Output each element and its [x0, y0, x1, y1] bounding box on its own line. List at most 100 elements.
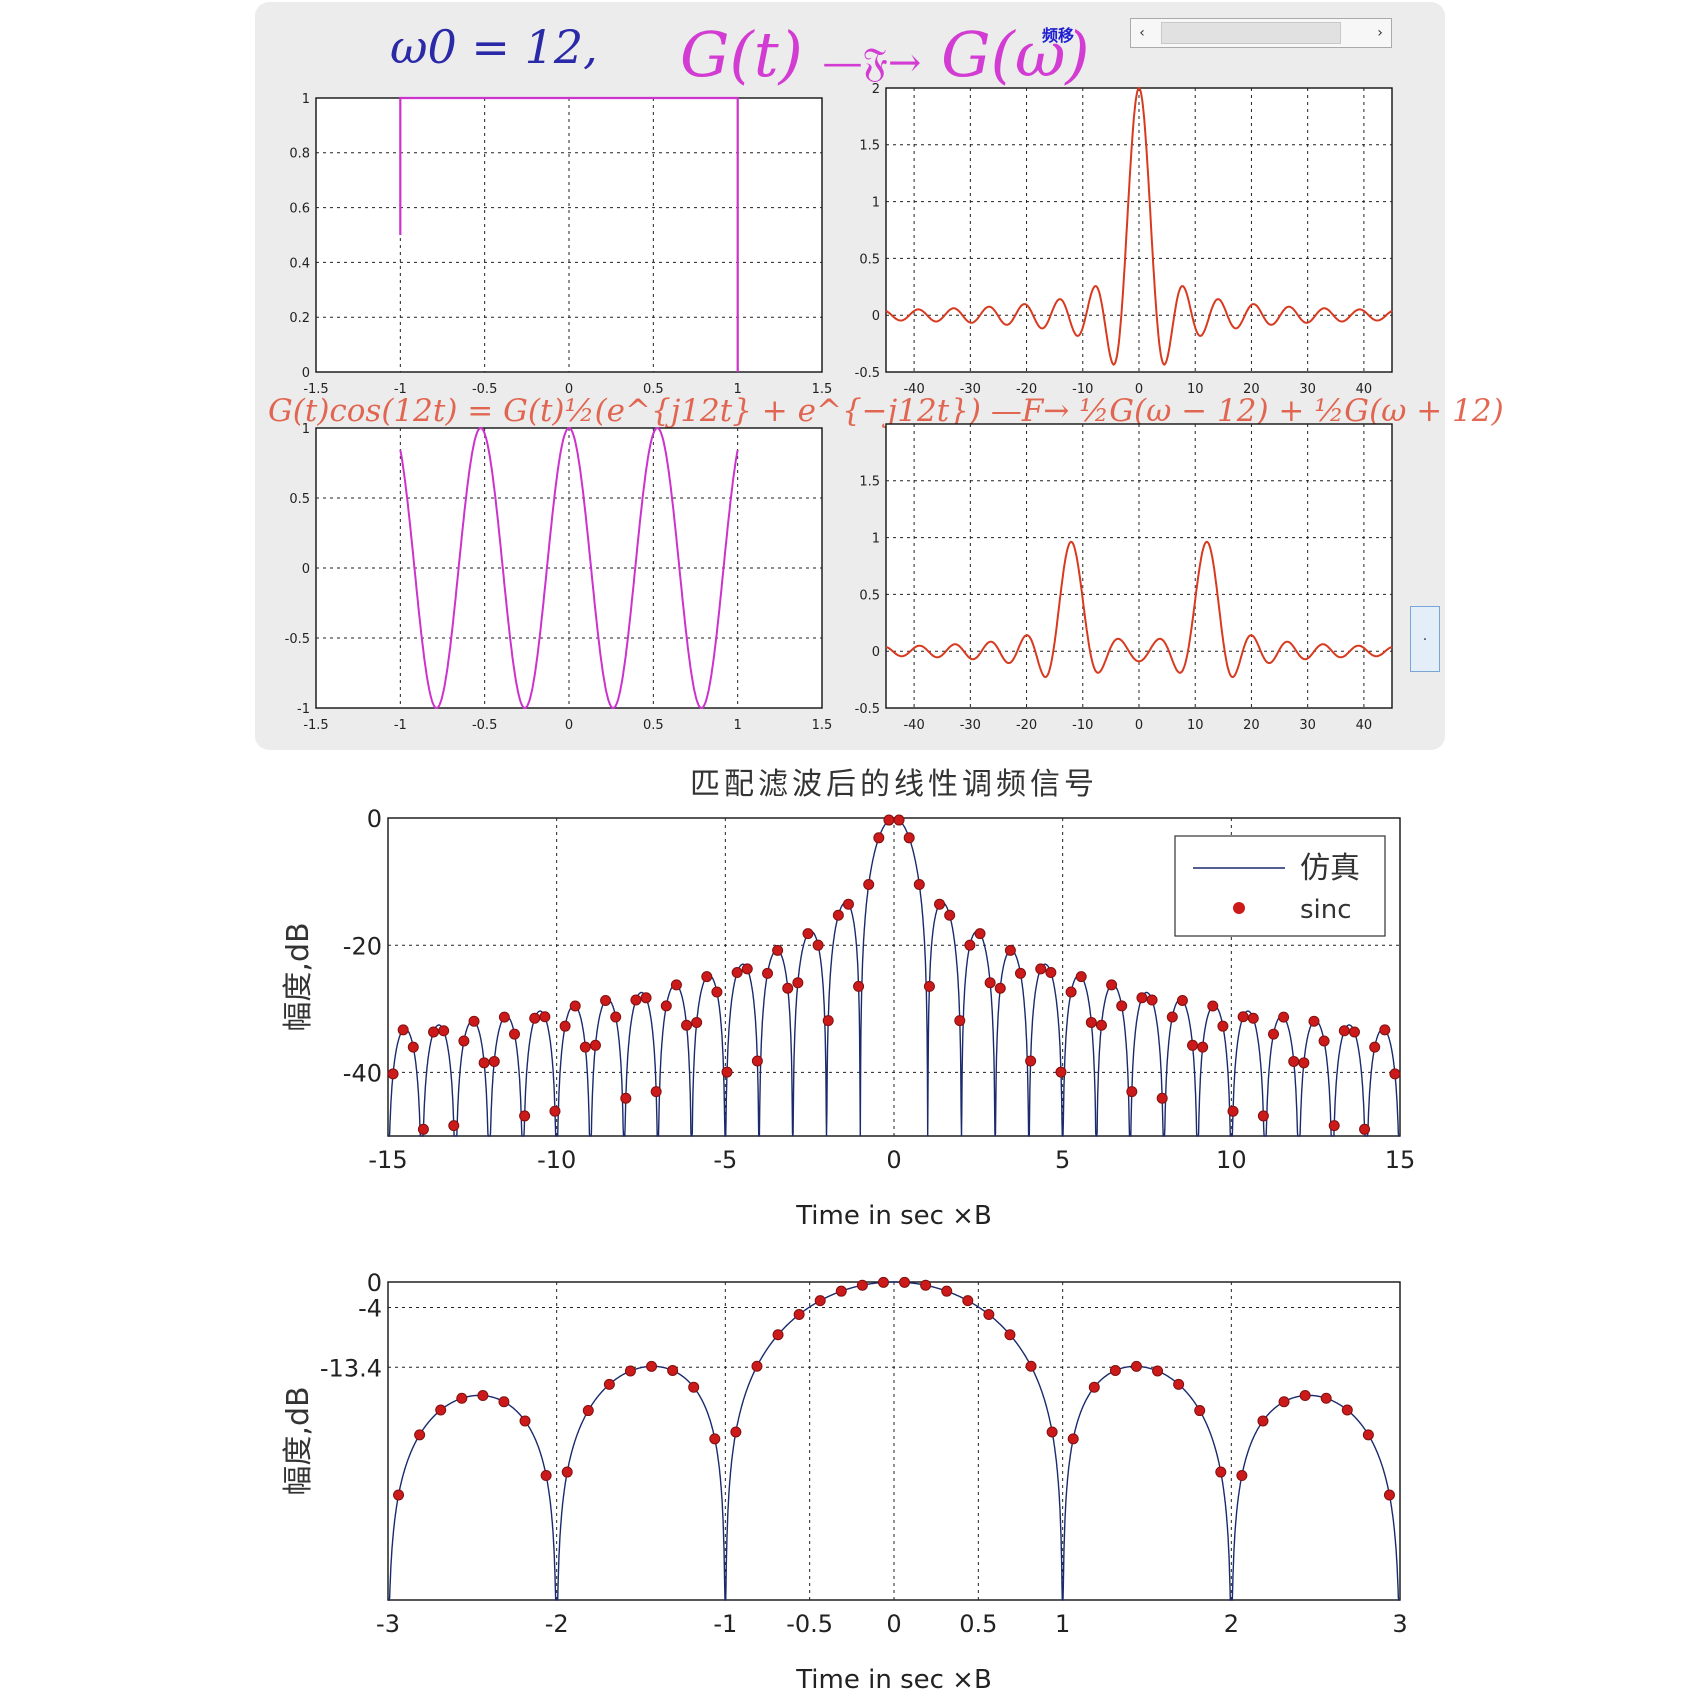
- data-point: [569, 1000, 581, 1012]
- slider-left-arrow[interactable]: ‹: [1139, 25, 1145, 41]
- slider-control[interactable]: ‹ ›: [1130, 18, 1392, 48]
- x-tick-label: 0: [886, 1146, 901, 1174]
- data-point: [1116, 1000, 1128, 1012]
- data-point: [863, 878, 875, 890]
- slider-thumb[interactable]: [1161, 22, 1341, 44]
- data-point: [579, 1041, 591, 1053]
- x-tick-label: 0: [886, 1610, 901, 1638]
- data-point: [610, 1011, 622, 1023]
- data-point: [954, 1015, 966, 1027]
- y-tick-label: 0.2: [289, 311, 310, 326]
- data-point: [835, 1285, 847, 1297]
- data-point: [688, 1381, 700, 1393]
- data-point: [1236, 1470, 1248, 1482]
- data-point: [893, 814, 905, 826]
- data-point: [856, 1279, 868, 1291]
- data-point: [1215, 1466, 1227, 1478]
- data-point: [1126, 1086, 1138, 1098]
- y-axis-label: 幅度,dB: [281, 922, 316, 1031]
- x-tick-label: 15: [1385, 1146, 1416, 1174]
- legend-label: sinc: [1300, 895, 1352, 925]
- data-point: [1152, 1365, 1164, 1377]
- x-tick-label: -1: [394, 718, 407, 733]
- x-tick-label: 0: [565, 382, 573, 397]
- data-point: [793, 1309, 805, 1321]
- y-axis-label: 幅度,dB: [281, 1386, 316, 1495]
- data-point: [1194, 1405, 1206, 1417]
- ft-lhs: G(t): [680, 18, 803, 91]
- data-point: [603, 1378, 615, 1390]
- series-line-gate: [399, 96, 739, 372]
- data-point: [1379, 1024, 1391, 1036]
- y-tick-label: 0: [302, 366, 310, 381]
- axes-modulated: -1.5 -1 -0.5 0 0.5 1 1.5-1-0.500.51: [285, 422, 833, 733]
- data-point: [762, 967, 773, 979]
- x-tick-label: 0.5: [643, 382, 664, 397]
- fourier-transform-header: G(t) —𝔉→ G(ω): [680, 18, 1090, 91]
- data-point: [941, 1285, 953, 1297]
- data-point: [751, 1055, 763, 1067]
- data-point: [731, 967, 743, 979]
- side-button[interactable]: ·: [1410, 606, 1440, 672]
- y-tick-label: 0.5: [859, 252, 880, 267]
- y-tick-label: 0: [302, 562, 310, 577]
- data-point: [620, 1092, 632, 1104]
- x-tick-label: 20: [1243, 382, 1260, 397]
- data-point: [1389, 1068, 1401, 1080]
- x-tick-label: -5: [713, 1146, 737, 1174]
- x-tick-label: 40: [1356, 718, 1373, 733]
- x-tick-label: 0.5: [959, 1610, 997, 1638]
- y-tick-label: 0.8: [289, 147, 310, 162]
- data-point: [1130, 1360, 1142, 1372]
- x-tick-label: 1: [734, 382, 742, 397]
- legend-box: [1174, 835, 1386, 937]
- y-tick-label: -40: [343, 1060, 382, 1088]
- data-point: [1383, 1489, 1395, 1501]
- data-point: [1288, 1055, 1300, 1067]
- data-point: [1095, 1019, 1107, 1031]
- x-tick-label: -30: [960, 718, 981, 733]
- series-line-modulated: [399, 426, 739, 710]
- y-tick-label: 1: [302, 422, 310, 437]
- data-point: [397, 1024, 409, 1036]
- data-point: [1173, 1378, 1185, 1390]
- data-point: [670, 979, 682, 991]
- x-tick-label: 0: [1135, 382, 1143, 397]
- x-tick-label: 3: [1392, 1610, 1407, 1638]
- data-point: [741, 963, 753, 975]
- y-tick-label: 0: [367, 1269, 382, 1297]
- data-point: [387, 1068, 399, 1080]
- data-point: [660, 1000, 672, 1012]
- x-tick-label: -10: [1072, 382, 1093, 397]
- x-tick-label: 40: [1356, 382, 1373, 397]
- y-tick-label: 1: [302, 92, 310, 107]
- x-tick-label: 30: [1299, 718, 1316, 733]
- data-point: [994, 982, 1006, 994]
- data-point: [1004, 1329, 1016, 1341]
- y-tick-label: 0: [872, 309, 880, 324]
- x-tick-label: 1.5: [812, 718, 833, 733]
- data-point: [509, 1028, 520, 1040]
- data-point: [1227, 1105, 1239, 1117]
- x-tick-label: -40: [903, 382, 924, 397]
- data-point: [1247, 1012, 1259, 1024]
- x-tick-label: -15: [368, 1146, 407, 1174]
- data-point: [984, 977, 996, 989]
- y-tick-label: 0.5: [289, 492, 310, 507]
- slider-right-arrow[interactable]: ›: [1377, 25, 1383, 41]
- data-point: [1109, 1364, 1121, 1376]
- data-point: [832, 909, 844, 921]
- data-point: [438, 1025, 450, 1037]
- x-tick-label: -1: [394, 382, 407, 397]
- y-tick-label: -0.5: [285, 632, 310, 647]
- data-point: [549, 1105, 561, 1117]
- x-tick-label: -20: [1016, 382, 1037, 397]
- data-point: [709, 1433, 721, 1445]
- data-point: [435, 1404, 447, 1416]
- data-point: [1055, 1066, 1067, 1078]
- data-point: [498, 1396, 510, 1408]
- y-tick-label: -13.4: [320, 1354, 382, 1382]
- data-point: [1065, 986, 1077, 998]
- legend: 仿真 sinc: [1174, 835, 1386, 937]
- x-axis-label: Time in sec ×B: [795, 1665, 992, 1692]
